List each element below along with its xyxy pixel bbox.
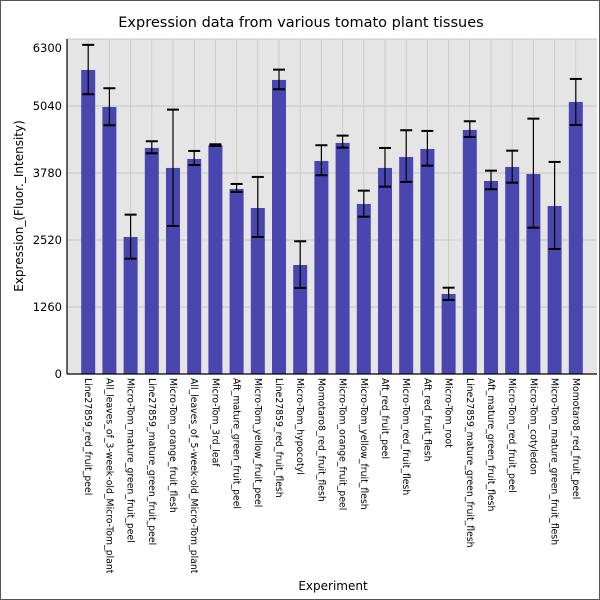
bar — [526, 173, 541, 374]
x-tick-label: Line27859_mature_green_fruit_flesh — [464, 378, 475, 548]
bar — [293, 264, 308, 374]
bar — [272, 79, 286, 374]
y-tick-label: 5040 — [33, 99, 62, 113]
error-bar — [357, 189, 370, 218]
bar — [250, 207, 265, 374]
bar — [81, 69, 96, 374]
x-tick-label: Micro-Tom_red_fruit_peel — [506, 378, 517, 493]
x-tick-label: Micro-Tom_hypocotyl — [294, 378, 305, 475]
y-tick-label: 2520 — [33, 233, 62, 247]
error-bar — [82, 43, 95, 96]
error-bar — [527, 117, 540, 229]
x-tick-label: Micro-Tom_red_fruit_flesh — [400, 378, 411, 495]
y-tick-label: 0 — [55, 367, 62, 381]
error-bar — [379, 146, 391, 188]
bars — [81, 69, 583, 374]
y-axis-ticks: 0 1260 2520 3780 5040 6300 — [33, 41, 62, 381]
error-bar — [273, 68, 285, 91]
bar — [399, 156, 414, 374]
error-bar — [124, 213, 137, 260]
bar — [229, 188, 244, 374]
x-tick-label: All_leaves_of_3-week-old_Micro-Tom_plant — [103, 378, 114, 574]
error-bar — [145, 140, 158, 155]
bar — [568, 101, 583, 374]
error-bar — [230, 182, 243, 193]
bar — [462, 129, 477, 374]
x-tick-label: Micro-Tom_mature_green_fruit_flesh — [549, 378, 560, 545]
x-tick-label: Aft_mature_green_fruit_flesh — [485, 378, 496, 511]
bar — [547, 205, 562, 374]
x-tick-label: Aft_mature_green_fruit_peel — [231, 378, 242, 509]
error-bar — [485, 169, 497, 191]
chart-title: Expression data from various tomato plan… — [118, 15, 483, 31]
y-axis-label: Expression_(Fluor._Intensity) — [12, 120, 26, 292]
error-bar — [294, 240, 307, 289]
y-tick-label: 6300 — [33, 41, 62, 55]
y-tick-label: 3780 — [33, 166, 62, 180]
error-bar — [336, 134, 349, 149]
error-bar — [315, 144, 328, 177]
error-bar — [421, 129, 434, 167]
error-bar — [209, 143, 222, 147]
x-tick-label: Aft_red_fruit_flesh — [421, 378, 432, 462]
error-bars — [82, 43, 582, 301]
x-tick-label: Micro-Tom_yellow_fruit_peel — [252, 378, 263, 507]
x-tick-label: Line27859_red_fruit_peel — [82, 378, 93, 495]
bar — [505, 166, 520, 374]
bar — [123, 236, 138, 374]
bar — [102, 106, 117, 374]
bar — [441, 293, 456, 374]
bar — [166, 167, 180, 374]
x-tick-label: Micro-Tom_cotyledon — [527, 378, 538, 475]
bar — [356, 203, 371, 374]
error-bar — [442, 286, 455, 301]
x-tick-label: Micro-Tom_root — [443, 378, 454, 448]
x-axis-ticks: Line27859_red_fruit_peel All_leaves_of_3-… — [82, 378, 581, 574]
error-bar — [400, 129, 413, 183]
bar — [420, 148, 435, 374]
error-bar — [167, 108, 179, 227]
error-bar — [463, 120, 476, 138]
x-tick-label: Micro-Tom_orange_fruit_flesh — [167, 378, 178, 513]
x-axis-label: Experiment — [298, 579, 368, 593]
x-tick-label: Micro-Tom_3rd_leaf — [209, 378, 220, 467]
x-tick-label: All_leaves_of_5-week-old_Micro-Tom_plant — [188, 378, 199, 574]
y-tick-label: 1260 — [33, 300, 62, 314]
x-tick-label: Momotaro8_red_fruit_flesh — [315, 378, 326, 502]
x-tick-label: Aft_red_fruit_peel — [379, 378, 390, 459]
bar — [187, 158, 202, 374]
x-tick-label: Micro-Tom_mature_green_fruit_peel — [125, 378, 136, 543]
x-tick-label: Momotaro8_red_fruit_peel — [570, 378, 581, 499]
bar — [208, 145, 223, 374]
x-tick-label: Micro-Tom_orange_fruit_peel — [337, 378, 348, 510]
error-bar — [506, 149, 519, 184]
bar — [314, 160, 329, 374]
x-tick-label: Line27859_mature_green_fruit_peel — [146, 378, 157, 545]
x-tick-label: Line27859_red_fruit_flesh — [273, 378, 284, 498]
bar — [335, 142, 350, 374]
x-tick-label: Micro-Tom_yellow_fruit_flesh — [358, 378, 369, 510]
error-bar — [569, 77, 582, 126]
error-bar — [103, 87, 116, 127]
bar — [378, 167, 392, 374]
error-bar — [188, 149, 201, 166]
error-bar — [251, 175, 264, 238]
error-bar — [548, 160, 561, 250]
bar — [484, 180, 498, 374]
bar — [144, 147, 159, 374]
